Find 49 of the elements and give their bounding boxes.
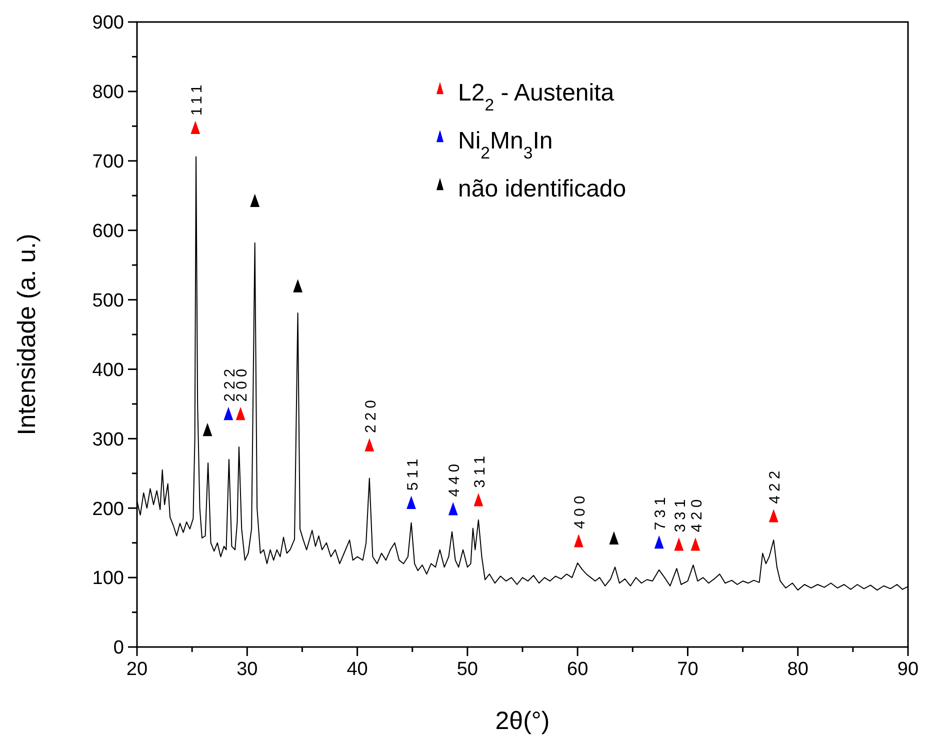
y-tick-label: 0 [113, 638, 124, 659]
y-tick-label: 500 [92, 290, 124, 312]
y-tick-label: 800 [92, 82, 124, 104]
annotation: 220 [362, 396, 380, 433]
point [674, 537, 684, 551]
point [654, 535, 664, 549]
point [768, 509, 778, 522]
point [690, 537, 700, 551]
legend-label: Ni$_{2}$Mn$_{3}$In [458, 127, 553, 162]
point [250, 194, 260, 207]
point [574, 534, 584, 548]
y-tick-label: 600 [92, 220, 124, 242]
annotation: 440 [446, 460, 464, 497]
point [364, 438, 374, 452]
y-tick-label: 300 [92, 429, 124, 450]
legend-label: L2$_{2}$ - Austenita [458, 79, 615, 114]
x-tick-label: 40 [346, 659, 368, 680]
legend-label: não identificado [458, 175, 626, 202]
x-tick-label: 30 [236, 659, 258, 680]
point [202, 422, 212, 436]
annotation: 422 [766, 466, 784, 504]
point [293, 279, 303, 292]
x-tick-label: 80 [787, 659, 808, 680]
point [236, 406, 246, 420]
point [224, 406, 234, 420]
annotation: 200 [234, 364, 251, 402]
y-tick-label: 400 [92, 360, 124, 381]
annotation: 311 [471, 452, 488, 488]
annotation: 400 [572, 492, 589, 529]
x-axis-title: 2θ(°) [495, 707, 550, 735]
x-tick-label: 50 [456, 659, 478, 680]
point [190, 120, 200, 134]
annotation: 111 [188, 80, 206, 116]
y-tick-label: 700 [92, 152, 124, 173]
point [448, 502, 458, 516]
annotation: 511 [404, 454, 422, 491]
x-tick-label: 20 [126, 659, 148, 680]
annotation: 731 [652, 493, 670, 530]
x-tick-label: 60 [567, 659, 588, 680]
y-tick-label: 200 [92, 498, 124, 520]
y-tick-label: 900 [92, 12, 124, 34]
annotation: 331 [672, 495, 689, 532]
y-tick-label: 100 [92, 568, 124, 590]
y-axis-title: Intensidade (a. u.) [13, 234, 41, 436]
annotation: 420 [688, 495, 706, 532]
point [609, 531, 619, 544]
x-tick-label: 70 [677, 659, 698, 680]
point [474, 493, 484, 506]
x-tick-label: 90 [897, 659, 919, 680]
